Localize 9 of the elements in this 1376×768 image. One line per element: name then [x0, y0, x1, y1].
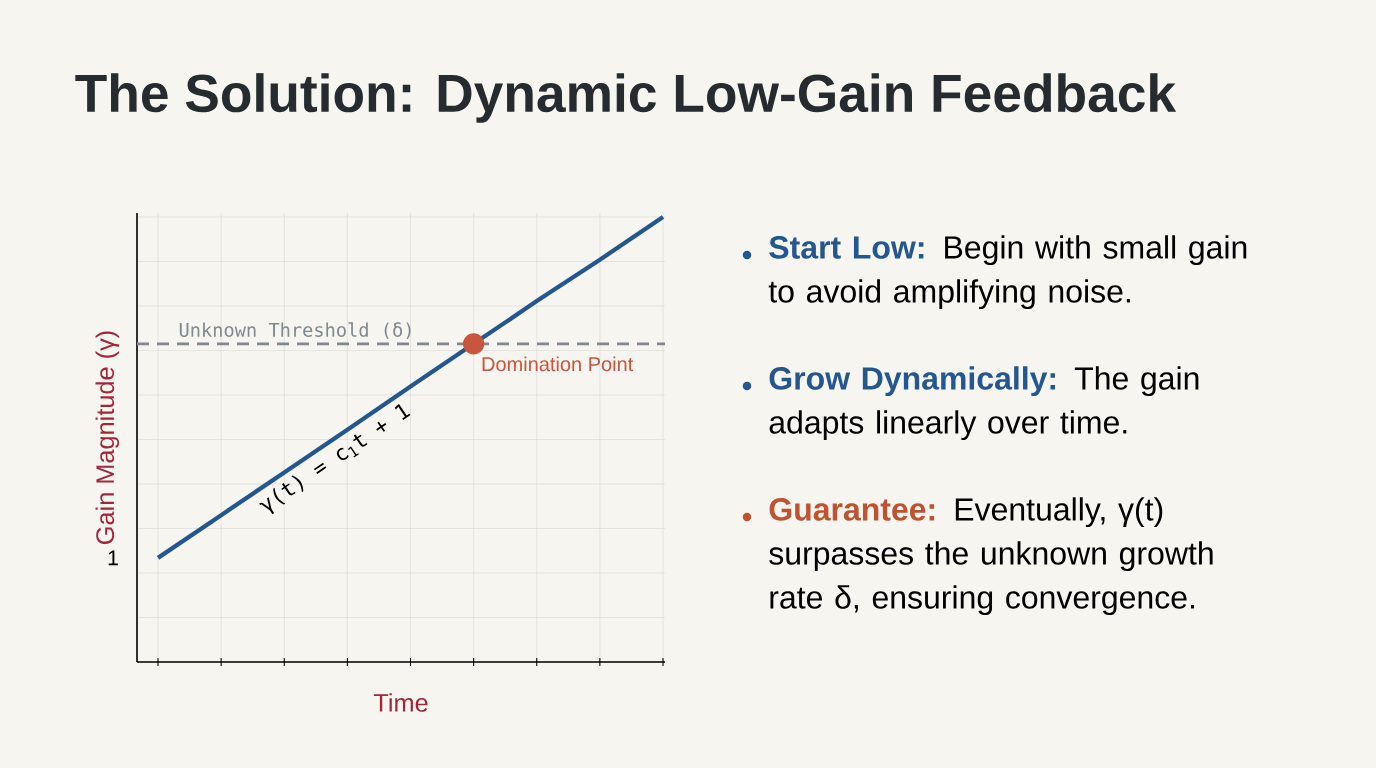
- ref-line-label: Unknown Threshold (δ): [179, 322, 411, 340]
- chart-title: The Solution: Dynamic Low-Gain Feedback: [75, 73, 1177, 123]
- y-axis-title: Gain Magnitude (γ): [95, 331, 120, 544]
- x-axis-title: Time: [373, 693, 428, 712]
- text: Start Low: Begin with small gain to avoid amplifying noise.: [768, 235, 1247, 310]
- text: Grow Dynamically: The gain adapts linearly over time.: [769, 366, 1199, 441]
- text: 1: [108, 550, 118, 566]
- text: Guarantee: Eventually, γ(t) surpasses the unknown growth rate δ, ensuring convergence.: [769, 497, 1213, 616]
- annotation: Domination Point: [482, 356, 634, 372]
